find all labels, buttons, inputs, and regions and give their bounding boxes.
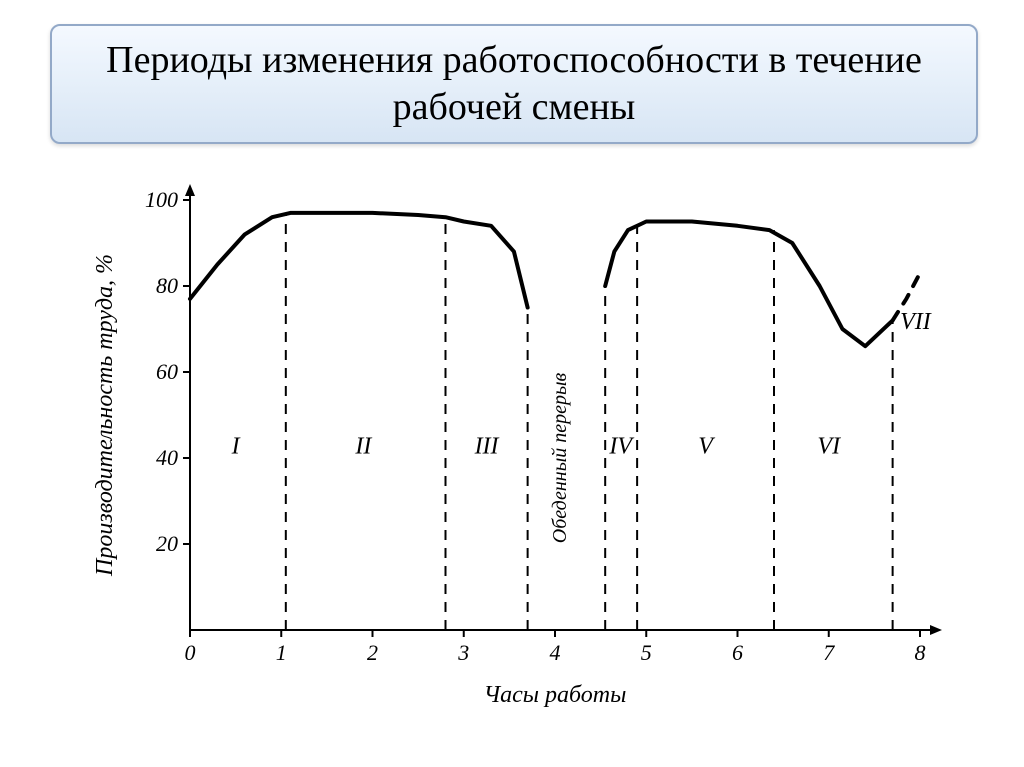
- svg-text:3: 3: [457, 640, 469, 665]
- svg-text:0: 0: [185, 640, 196, 665]
- svg-text:1: 1: [276, 640, 287, 665]
- svg-text:Часы работы: Часы работы: [484, 682, 627, 708]
- svg-text:7: 7: [823, 640, 835, 665]
- svg-text:80: 80: [156, 273, 178, 298]
- svg-text:60: 60: [156, 359, 178, 384]
- title-box: Периоды изменения работоспособности в те…: [50, 24, 978, 144]
- svg-text:40: 40: [156, 445, 178, 470]
- svg-text:I: I: [231, 434, 241, 460]
- svg-text:8: 8: [915, 640, 926, 665]
- svg-text:V: V: [698, 434, 715, 460]
- svg-text:2: 2: [367, 640, 378, 665]
- productivity-chart: 20 40 60 80 100 0 1 2 3 4 5 6 7 8 Часы работы Производи…: [80, 180, 950, 720]
- svg-text:Производительность труда, %: Производительность труда, %: [92, 254, 118, 577]
- svg-text:III: III: [474, 434, 500, 460]
- svg-text:6: 6: [732, 640, 743, 665]
- svg-text:VI: VI: [817, 434, 841, 460]
- svg-text:II: II: [354, 434, 372, 460]
- page-title: Периоды изменения работоспособности в те…: [52, 37, 976, 132]
- svg-text:IV: IV: [608, 434, 634, 460]
- svg-text:4: 4: [550, 640, 561, 665]
- svg-text:5: 5: [641, 640, 652, 665]
- svg-text:Обеденный перерыв: Обеденный перерыв: [549, 372, 571, 543]
- svg-text:20: 20: [156, 531, 178, 556]
- svg-text:100: 100: [145, 187, 178, 212]
- chart-svg: 20 40 60 80 100 0 1 2 3 4 5 6 7 8 Часы работы Производи…: [80, 180, 950, 720]
- svg-text:VII: VII: [900, 309, 932, 335]
